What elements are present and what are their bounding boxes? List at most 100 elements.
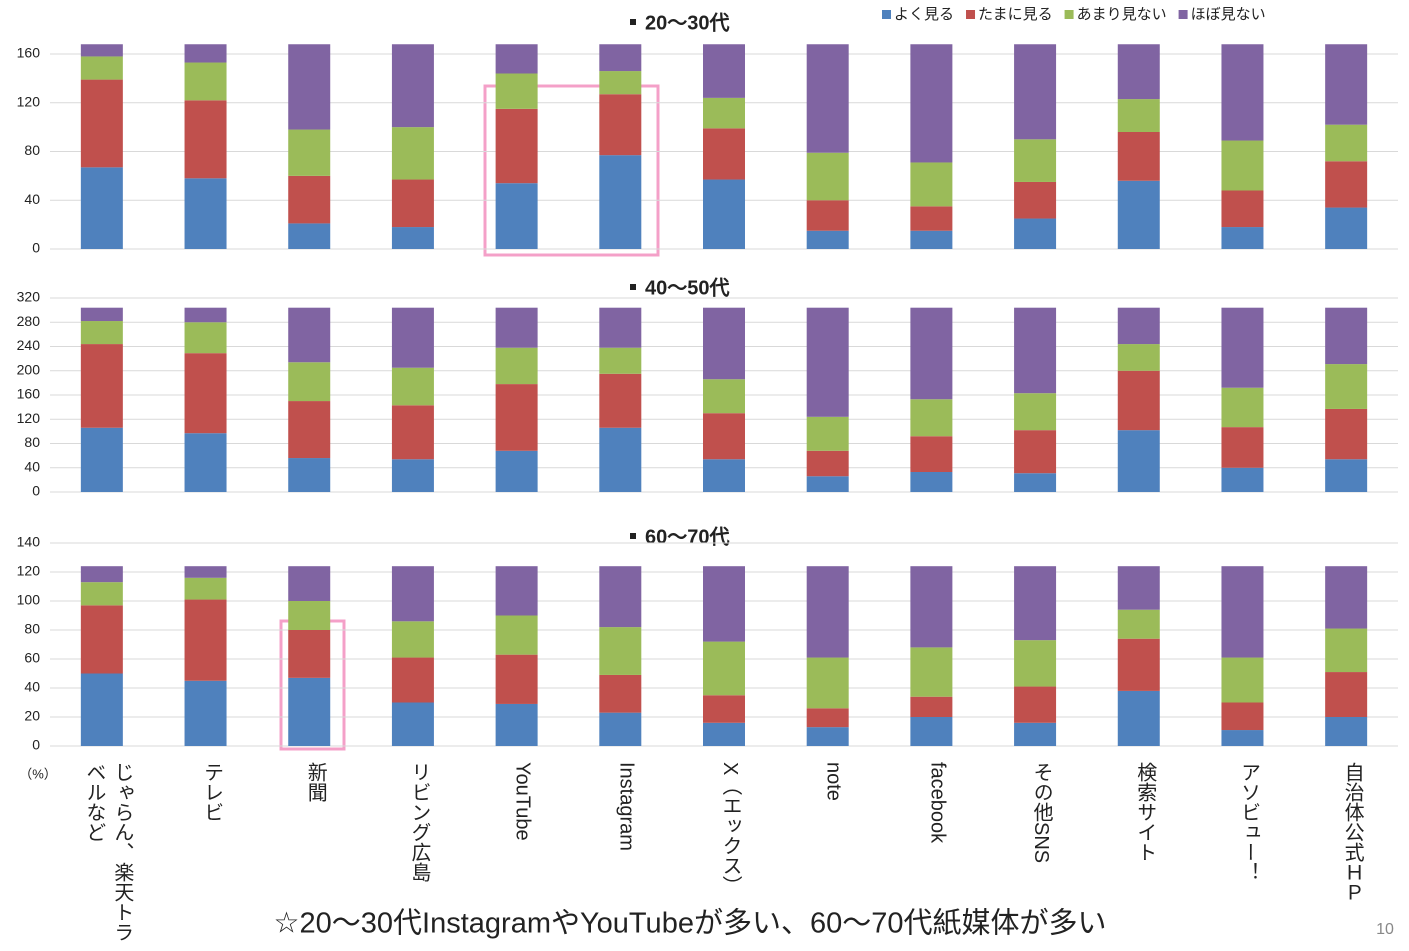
bar-segment (495, 654, 538, 704)
bar-segment (1014, 139, 1057, 182)
bar-segment (1117, 638, 1160, 691)
bar-segment (495, 307, 538, 348)
bar-segment (1014, 566, 1057, 641)
bar-segment (703, 695, 745, 723)
x-tick-label: じゃらん、楽天トラベルなど (82, 762, 133, 942)
bar-segment (80, 673, 123, 746)
bar-segment (391, 702, 434, 746)
x-tick-label: YouTube (511, 762, 534, 841)
legend-swatch (1178, 10, 1188, 19)
bar-segment (1014, 473, 1057, 492)
bar-segment (599, 347, 642, 374)
bar-segment (599, 307, 642, 348)
bar-segment (806, 708, 849, 728)
bar-segment (391, 44, 434, 128)
legend-label: たまに見る (978, 6, 1053, 23)
y-tick-label: 40 (24, 679, 40, 695)
bar-segment (1014, 44, 1057, 140)
bar-segment (184, 307, 227, 323)
bar-segment (495, 450, 538, 492)
bar-segment (806, 200, 849, 231)
bar-segment (288, 175, 331, 224)
bar-segment (599, 674, 642, 713)
bar-segment (910, 44, 953, 163)
y-tick-label: 100 (17, 592, 41, 608)
bar-segment (910, 206, 953, 231)
y-tick-label: 0 (32, 240, 40, 256)
bar-segment (599, 627, 642, 675)
bar-segment (703, 413, 745, 460)
page-number: 10 (1376, 921, 1394, 938)
y-tick-label: 60 (24, 650, 40, 666)
bar-segment (184, 433, 227, 492)
bar-segment (1014, 218, 1057, 249)
bar-segment (806, 230, 849, 249)
bar-segment (1014, 686, 1057, 723)
bar-segment (1117, 370, 1160, 431)
bar-segment (1117, 566, 1160, 610)
bar-segment (910, 647, 953, 697)
bar-segment (80, 344, 123, 428)
bar-segment (391, 405, 434, 460)
y-tick-label: 200 (17, 361, 41, 377)
bar-segment (1117, 99, 1160, 132)
bar-segment (495, 108, 538, 184)
bar-segment (391, 179, 434, 228)
bar-segment (184, 599, 227, 681)
bar-segment (184, 566, 227, 578)
y-tick-label: 140 (17, 534, 41, 550)
bar-segment (1325, 628, 1368, 673)
bar-segment (806, 566, 849, 658)
bar-segment (391, 227, 434, 249)
bar-segment (703, 566, 745, 642)
bar-segment (806, 416, 849, 451)
bar-segment (288, 458, 331, 492)
y-tick-label: 0 (32, 483, 40, 499)
y-tick-label: 160 (17, 386, 41, 402)
footnote: ☆20～30代InstagramやYouTubeが多い、60～70代紙媒体が多い (274, 907, 1107, 940)
bar-segment (1325, 44, 1368, 125)
bar-segment (703, 307, 745, 380)
bar-segment (288, 129, 331, 176)
x-tick-label: facebook (926, 762, 949, 844)
bar-segment (288, 44, 331, 130)
y-tick-label: 80 (24, 142, 40, 158)
bar-segment (1014, 393, 1057, 431)
bar-segment (391, 566, 434, 622)
bar-segment (703, 379, 745, 414)
bar-segment (1221, 427, 1264, 468)
bar-segment (288, 601, 331, 630)
bar-segment (1221, 307, 1264, 388)
bar-segment (1014, 430, 1057, 474)
bar-segment (1221, 702, 1264, 731)
bar-segment (703, 722, 745, 746)
bar-segment (184, 178, 227, 249)
bar-segment (599, 44, 642, 72)
legend-swatch (882, 10, 891, 19)
bar-segment (495, 73, 538, 109)
bar-segment (1117, 344, 1160, 371)
bar-segment (703, 128, 745, 180)
bar-segment (1325, 459, 1368, 492)
x-tick-label: リビング広島 (407, 762, 430, 882)
bar-segment (910, 436, 953, 472)
bar-segment (391, 657, 434, 703)
x-tick-label: アソビュー！ (1237, 762, 1260, 882)
legend-label: あまり見ない (1077, 6, 1167, 23)
bar-segment (80, 427, 123, 492)
bar-segment (80, 566, 123, 583)
y-tick-label: 80 (24, 621, 40, 637)
bar-segment (495, 566, 538, 616)
bar-segment (80, 167, 123, 249)
y-tick-label: 280 (17, 313, 41, 329)
bar-segment (184, 353, 227, 434)
bar-segment (910, 230, 953, 249)
x-axis-label: （%） (19, 766, 57, 781)
bar-segment (184, 577, 227, 600)
bar-segment (495, 347, 538, 385)
bar-segment (1221, 140, 1264, 191)
legend-swatch (1064, 10, 1074, 19)
bar-segment (599, 712, 642, 746)
